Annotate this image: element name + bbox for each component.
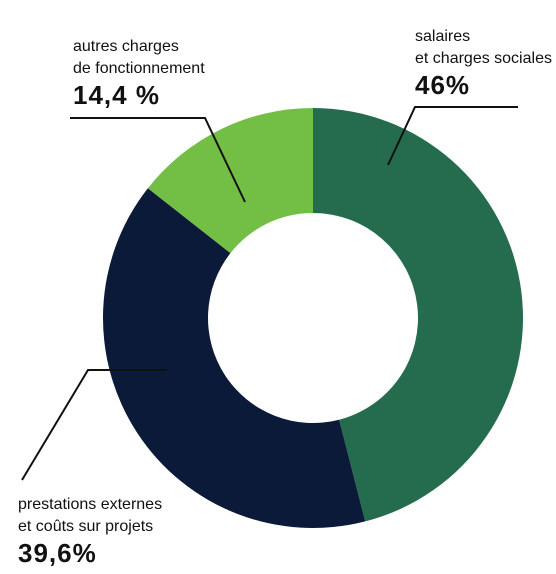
donut-slice [103,188,366,528]
leader-line [70,117,246,203]
category-label: salaires et charges sociales [415,28,552,67]
category-label: autres charges de fonctionnement [73,38,205,77]
leader-line [21,369,167,481]
donut-slice [147,108,313,254]
category-label: prestations externes et coûts sur projet… [18,496,163,535]
value-label: 39,6% [18,538,97,568]
value-label: 14,4 % [73,80,160,110]
donut-slice [313,108,523,522]
value-label: 46% [415,70,471,100]
leader-line [387,106,518,166]
